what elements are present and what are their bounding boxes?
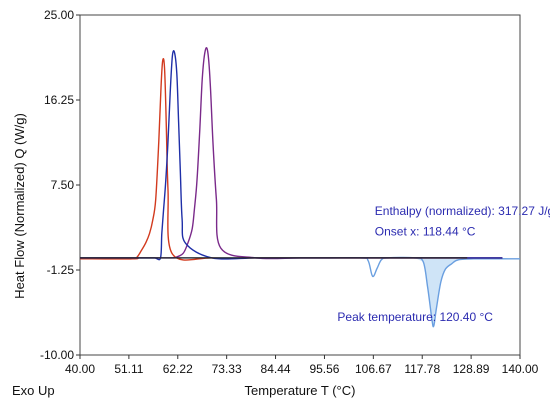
x-axis: 40.00 51.11 62.22 73.33 84.44 95.56 106.67 117.…	[65, 355, 539, 376]
exo-up-label: Exo Up	[12, 383, 55, 398]
y-tick-label: 16.25	[44, 93, 74, 107]
plot-border	[79, 14, 521, 356]
x-tick-label: 40.00	[65, 362, 95, 376]
x-tick-label: 95.56	[309, 362, 339, 376]
x-tick-label: 62.22	[163, 362, 193, 376]
plot-area	[79, 14, 521, 356]
enthalpy-area	[414, 257, 459, 326]
annotations: Enthalpy (normalized): 317.27 J/g Onset x…	[337, 204, 550, 324]
x-tick-label: 128.89	[453, 362, 490, 376]
series-layer	[79, 47, 521, 328]
y-tick-label: 7.50	[51, 178, 75, 192]
annotation-2: Onset x: 118.44 °C	[375, 225, 476, 239]
x-tick-label: 140.00	[502, 362, 539, 376]
x-tick-label: 73.33	[212, 362, 242, 376]
y-tick-label: -10.00	[40, 348, 74, 362]
y-axis: 25.00 16.25 7.50 -1.25 -10.00	[40, 8, 80, 362]
x-tick-label: 106.67	[355, 362, 392, 376]
annotation-3: Peak temperature: 120.40 °C	[337, 310, 493, 324]
y-axis-title: Heat Flow (Normalized) Q (W/g)	[12, 113, 27, 299]
y-tick-label: 25.00	[44, 8, 74, 22]
x-tick-label: 84.44	[261, 362, 291, 376]
x-tick-label: 51.11	[114, 362, 143, 376]
y-tick-label: -1.25	[47, 263, 75, 277]
x-tick-label: 117.78	[404, 362, 440, 376]
annotation-1: Enthalpy (normalized): 317.27 J/g	[375, 204, 550, 218]
x-axis-title: Temperature T (°C)	[245, 383, 356, 398]
